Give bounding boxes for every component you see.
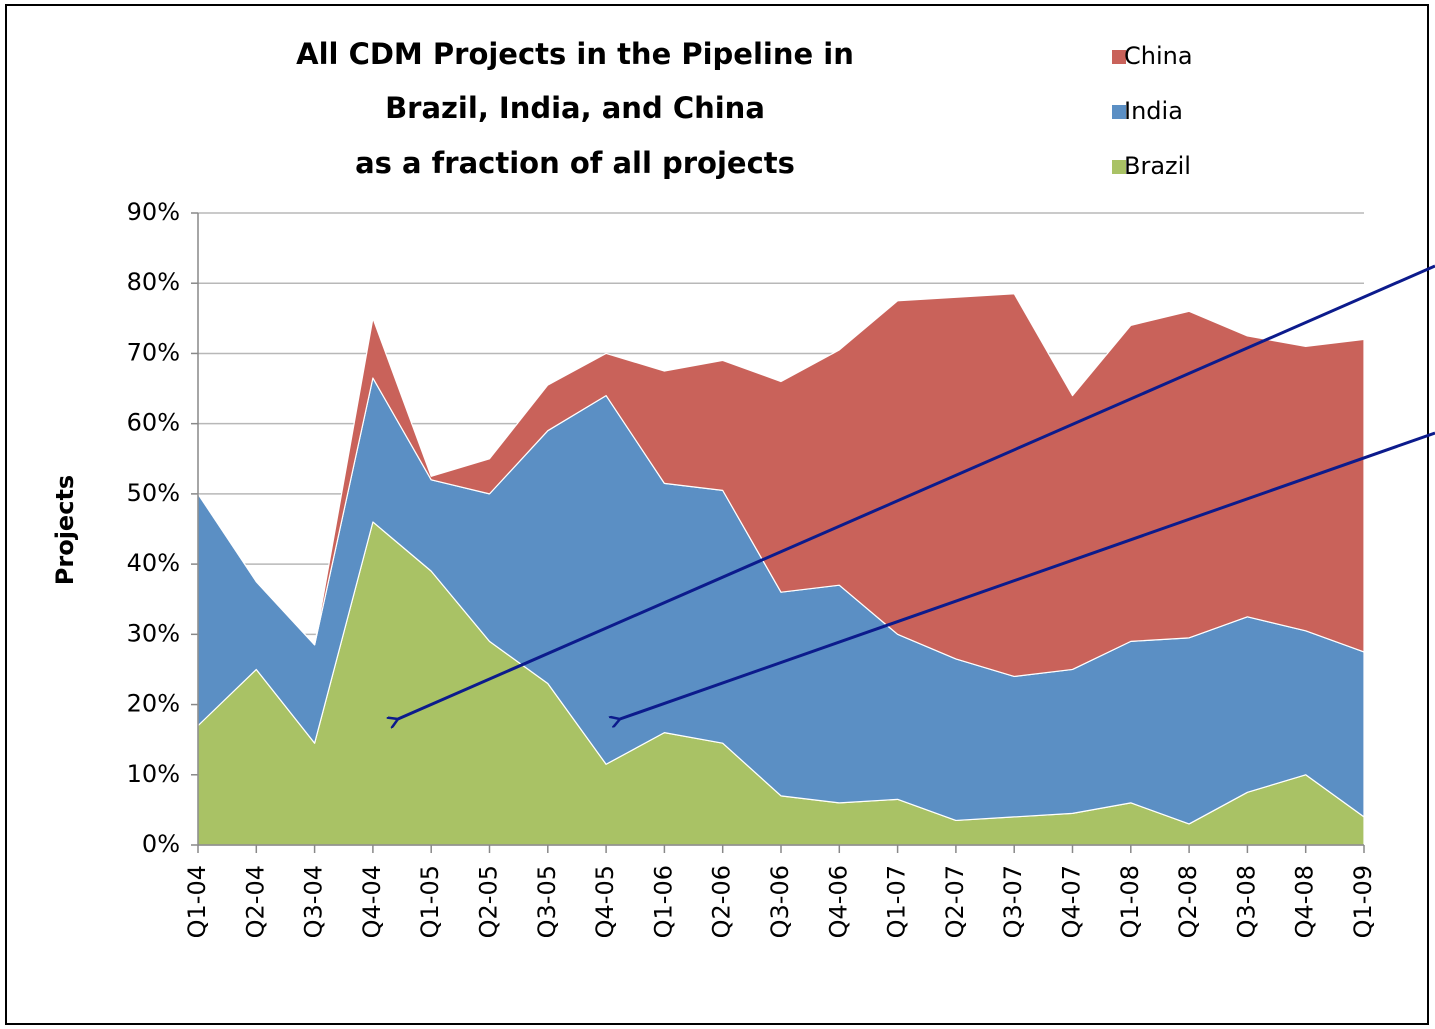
legend-swatch <box>1112 105 1126 119</box>
y-tick-label: 20% <box>127 690 180 718</box>
y-tick-label: 40% <box>127 549 180 577</box>
x-tick-label: Q4-06 <box>824 865 852 938</box>
arrow <box>620 431 1435 719</box>
x-tick-label: Q2-04 <box>241 865 269 938</box>
legend-swatch <box>1112 50 1126 64</box>
y-tick-label: 60% <box>127 409 180 437</box>
x-tick-label: Q1-04 <box>183 865 211 938</box>
chart-title: as a fraction of all projects <box>355 146 795 180</box>
legend-label: India <box>1124 97 1183 125</box>
x-tick-label: Q1-09 <box>1349 865 1377 938</box>
x-tick-label: Q1-05 <box>416 865 444 938</box>
arrow <box>398 264 1435 719</box>
x-tick-label: Q4-07 <box>1058 865 1086 938</box>
x-tick-label: Q3-06 <box>766 865 794 938</box>
x-tick-label: Q2-07 <box>941 865 969 938</box>
legend-swatch <box>1112 160 1126 174</box>
x-tick-label: Q3-05 <box>533 865 561 938</box>
y-tick-label: 30% <box>127 619 180 647</box>
y-tick-label: 80% <box>127 268 180 296</box>
x-tick-label: Q4-04 <box>358 865 386 938</box>
x-tick-label: Q3-04 <box>300 865 328 938</box>
x-tick-label: Q2-06 <box>708 865 736 938</box>
annotation-arrows <box>398 264 1435 719</box>
y-tick-label: 70% <box>127 338 180 366</box>
y-tick-label: 0% <box>142 830 180 858</box>
x-tick-label: Q4-08 <box>1291 865 1319 938</box>
legend-label: Brazil <box>1124 152 1191 180</box>
x-tick-label: Q2-08 <box>1174 865 1202 938</box>
x-tick-label: Q2-05 <box>475 865 503 938</box>
y-tick-label: 50% <box>127 479 180 507</box>
y-tick-label: 90% <box>127 198 180 226</box>
y-tick-label: 10% <box>127 760 180 788</box>
legend-label: China <box>1124 42 1193 70</box>
area <box>197 293 1365 678</box>
chart-title: All CDM Projects in the Pipeline in <box>296 37 854 71</box>
x-tick-label: Q3-07 <box>999 865 1027 938</box>
x-tick-label: Q1-07 <box>883 865 911 938</box>
plot-area: 0% 10% 20% 30% 40% 50% 60% 70% 80% 90% Q1-04 Q2-04 Q… <box>127 198 1377 938</box>
y-axis-label: Projects <box>51 475 79 585</box>
chart-title: Brazil, India, and China <box>385 91 765 125</box>
x-tick-label: Q1-08 <box>1116 865 1144 938</box>
x-tick-label: Q3-08 <box>1232 865 1260 938</box>
x-tick-label: Q4-05 <box>591 865 619 938</box>
x-tick-label: Q1-06 <box>649 865 677 938</box>
